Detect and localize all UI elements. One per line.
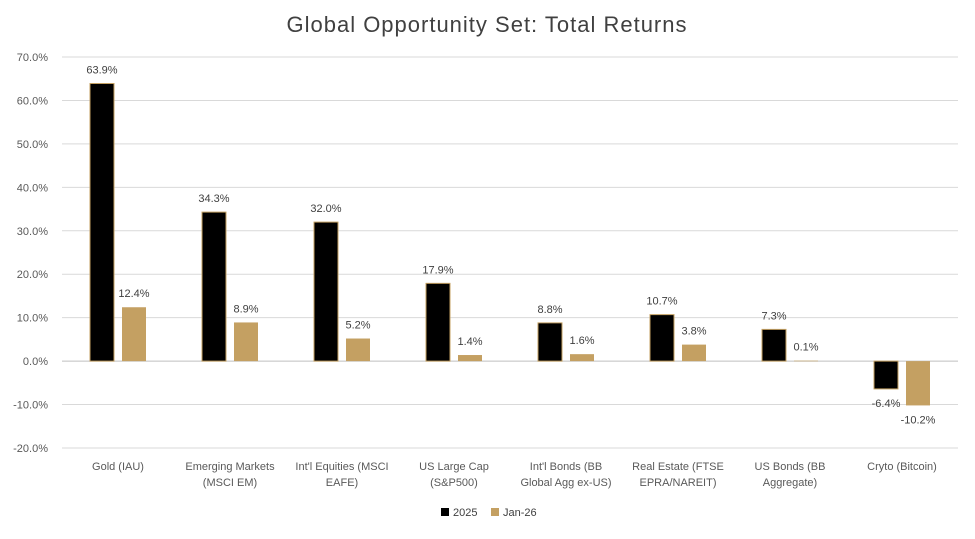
category-label: Cryto (Bitcoin) <box>867 461 937 473</box>
y-tick-label: 0.0% <box>23 356 48 368</box>
category-label: US Bonds (BB Aggregate) <box>755 461 826 489</box>
bar-2025 <box>425 282 451 362</box>
data-label: 34.3% <box>198 193 229 205</box>
y-tick-label: 60.0% <box>17 95 48 107</box>
bar-2025 <box>761 328 787 362</box>
chart-title: Global Opportunity Set: Total Returns <box>286 12 687 37</box>
bar-2025 <box>89 83 115 362</box>
y-tick-label: 50.0% <box>17 139 48 151</box>
bar-2025 <box>537 322 563 362</box>
bar-jan-26 <box>458 355 482 362</box>
bars <box>89 83 930 406</box>
bar-2025 <box>873 360 899 390</box>
category-label: Real Estate (FTSE EPRA/NAREIT) <box>632 461 724 489</box>
category-label: Emerging Markets (MSCI EM) <box>185 461 275 489</box>
category-label: Gold (IAU) <box>92 461 144 473</box>
y-tick-label: -20.0% <box>13 443 48 455</box>
data-label: 3.8% <box>681 326 706 338</box>
y-tick-label: 70.0% <box>17 52 48 64</box>
category-label: US Large Cap (S&P500) <box>419 461 489 489</box>
y-tick-label: 30.0% <box>17 226 48 238</box>
bar-2025 <box>649 314 675 362</box>
y-tick-label: 40.0% <box>17 182 48 194</box>
y-axis: 70.0% 60.0% 50.0% 40.0% 30.0% 20.0% 10.0% 0.0% -… <box>13 52 48 455</box>
data-label: -6.4% <box>872 398 901 410</box>
data-labels: 63.9% 12.4% 34.3% 8.9% 32.0% 5.2% 17.9% 1.4% 8.8… <box>86 65 935 427</box>
bar-jan-26 <box>122 307 146 362</box>
bar-jan-26 <box>570 354 594 362</box>
data-label: 5.2% <box>345 320 370 332</box>
legend-label: Jan-26 <box>503 507 537 519</box>
bar-jan-26 <box>794 360 818 362</box>
data-label: 63.9% <box>86 65 117 77</box>
y-tick-label: -10.0% <box>13 400 48 412</box>
legend-label: 2025 <box>453 507 477 519</box>
category-label: Int'l Equities (MSCI EAFE) <box>295 461 388 489</box>
legend-swatch <box>441 508 449 516</box>
legend-swatch <box>491 508 499 516</box>
bar-jan-26 <box>682 344 706 362</box>
data-label: -10.2% <box>901 414 936 426</box>
data-label: 8.8% <box>537 304 562 316</box>
data-label: 12.4% <box>118 288 149 300</box>
y-tick-label: 10.0% <box>17 313 48 325</box>
data-label: 1.4% <box>457 336 482 348</box>
legend: 2025 Jan-26 <box>441 507 537 519</box>
category-label: Int'l Bonds (BB Global Agg ex-US) <box>520 461 611 489</box>
data-label: 7.3% <box>761 310 786 322</box>
data-label: 10.7% <box>646 296 677 308</box>
bar-jan-26 <box>906 361 930 406</box>
gridlines <box>62 56 958 449</box>
bar-2025 <box>201 211 227 362</box>
data-label: 1.6% <box>569 335 594 347</box>
x-axis: Gold (IAU) Emerging Markets (MSCI EM) Int'l… <box>92 461 937 489</box>
data-label: 32.0% <box>310 203 341 215</box>
data-label: 0.1% <box>793 342 818 354</box>
y-tick-label: 20.0% <box>17 269 48 281</box>
bar-jan-26 <box>346 338 370 362</box>
bar-2025 <box>313 221 339 362</box>
data-label: 8.9% <box>233 303 258 315</box>
data-label: 17.9% <box>422 264 453 276</box>
bar-jan-26 <box>234 322 258 362</box>
